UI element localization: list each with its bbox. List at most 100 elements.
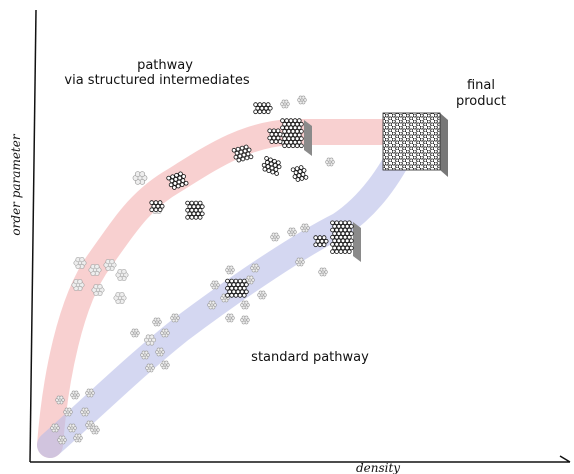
particle bbox=[292, 125, 298, 131]
particle bbox=[159, 203, 165, 209]
particle bbox=[149, 363, 154, 368]
particle bbox=[296, 132, 302, 138]
particle bbox=[271, 135, 277, 141]
particle bbox=[322, 267, 327, 272]
particle bbox=[342, 227, 348, 233]
particle bbox=[254, 263, 259, 268]
particle bbox=[292, 139, 298, 145]
y-axis bbox=[29, 9, 37, 463]
y-axis-label: order parameter bbox=[9, 133, 23, 235]
particle bbox=[344, 231, 350, 236]
particle bbox=[89, 420, 94, 425]
particle bbox=[346, 220, 352, 226]
particle bbox=[74, 390, 79, 395]
particle bbox=[290, 136, 296, 141]
particle bbox=[284, 132, 290, 138]
particle bbox=[243, 144, 249, 150]
particle bbox=[301, 168, 307, 173]
particle bbox=[288, 139, 294, 145]
particle bbox=[284, 99, 289, 104]
particle bbox=[175, 183, 181, 189]
particle bbox=[304, 223, 309, 228]
crystal-fragment bbox=[225, 278, 249, 298]
particle bbox=[261, 109, 267, 115]
particle bbox=[288, 118, 294, 123]
particle bbox=[246, 147, 252, 153]
particle bbox=[59, 395, 64, 400]
label: pathway bbox=[137, 58, 193, 73]
crystal-side bbox=[440, 113, 448, 177]
particle bbox=[185, 215, 190, 220]
particle bbox=[229, 278, 235, 284]
particle bbox=[292, 118, 298, 123]
particle bbox=[334, 227, 340, 233]
particle bbox=[332, 224, 337, 229]
particle bbox=[294, 136, 300, 141]
particle bbox=[299, 176, 305, 181]
particle bbox=[233, 293, 239, 298]
particle bbox=[273, 167, 279, 172]
particle bbox=[189, 207, 195, 213]
particle bbox=[288, 125, 294, 131]
particle bbox=[231, 289, 237, 295]
particle bbox=[297, 169, 303, 174]
particle bbox=[173, 177, 179, 182]
particle bbox=[296, 118, 302, 123]
particle bbox=[342, 242, 348, 247]
particle bbox=[229, 313, 234, 318]
particle bbox=[290, 129, 296, 134]
crystal-fragment bbox=[261, 156, 282, 176]
particle bbox=[189, 215, 195, 220]
particle bbox=[286, 136, 292, 141]
particle bbox=[340, 245, 346, 251]
particle bbox=[286, 129, 292, 134]
particle bbox=[330, 227, 335, 233]
particle bbox=[274, 232, 279, 237]
particle bbox=[299, 257, 304, 262]
particle bbox=[255, 105, 261, 111]
particle bbox=[336, 238, 342, 244]
particle bbox=[344, 224, 350, 229]
particle bbox=[294, 143, 300, 149]
particle bbox=[282, 121, 287, 127]
particle bbox=[227, 289, 232, 295]
particle bbox=[294, 166, 300, 171]
particle bbox=[229, 293, 235, 298]
particle bbox=[225, 293, 230, 298]
particle bbox=[330, 234, 335, 240]
particle bbox=[189, 200, 195, 206]
particle bbox=[336, 224, 342, 229]
particle bbox=[183, 180, 189, 186]
particle bbox=[346, 227, 352, 233]
particle bbox=[237, 285, 243, 291]
particle bbox=[282, 129, 287, 134]
particle bbox=[149, 207, 155, 213]
particle bbox=[268, 157, 273, 163]
crystal-fragment bbox=[267, 128, 283, 144]
particle bbox=[242, 293, 247, 298]
particle bbox=[338, 234, 344, 240]
particle bbox=[280, 125, 285, 131]
particle bbox=[197, 200, 203, 206]
particle bbox=[293, 170, 299, 175]
particle bbox=[238, 149, 244, 155]
particle bbox=[185, 200, 190, 206]
particle bbox=[317, 242, 323, 248]
crystal-fragment bbox=[280, 118, 304, 149]
particle bbox=[229, 285, 235, 291]
crystal-fragment bbox=[290, 165, 309, 182]
particle bbox=[263, 105, 269, 111]
particle bbox=[261, 290, 266, 295]
particle bbox=[237, 293, 243, 298]
particle bbox=[282, 136, 287, 141]
particle bbox=[299, 121, 304, 127]
particle bbox=[268, 161, 274, 167]
particle bbox=[344, 245, 350, 251]
particle bbox=[342, 220, 348, 226]
particle bbox=[197, 215, 203, 220]
particle bbox=[77, 433, 82, 438]
particle bbox=[149, 200, 155, 205]
particle bbox=[233, 285, 239, 291]
particle bbox=[313, 235, 319, 240]
